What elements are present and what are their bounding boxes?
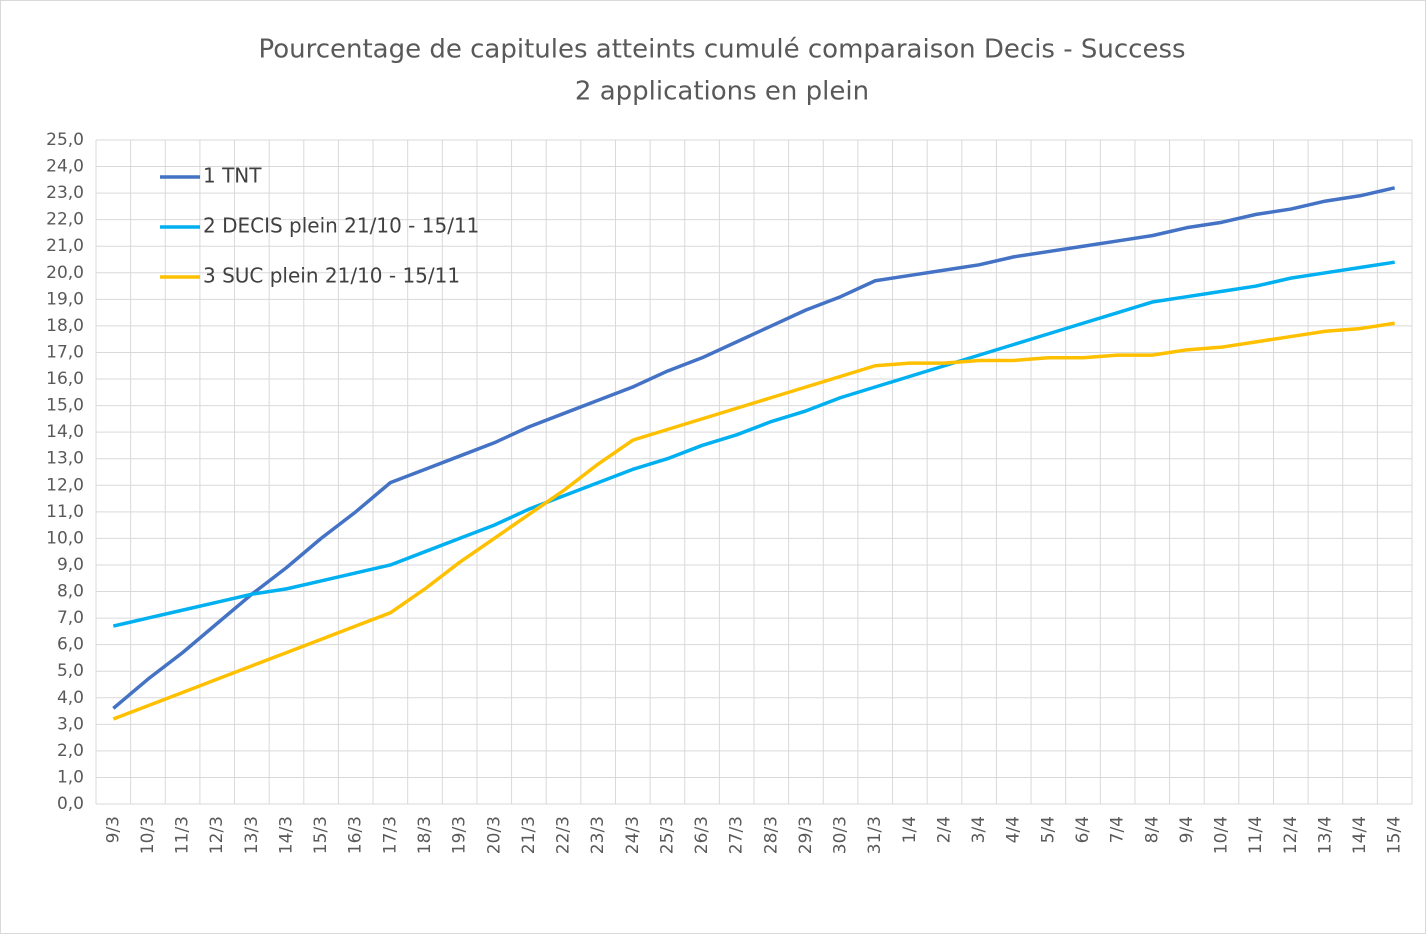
chart-title: 2 applications en plein (575, 77, 869, 107)
x-tick-label: 26/3 (692, 816, 712, 854)
x-tick-label: 13/3 (242, 816, 262, 854)
y-tick-label: 5,0 (57, 661, 84, 681)
x-tick-label: 1/4 (900, 816, 920, 843)
x-tick-label: 23/3 (588, 816, 608, 854)
y-tick-label: 9,0 (57, 555, 84, 575)
x-tick-label: 14/3 (276, 816, 296, 854)
y-tick-label: 22,0 (46, 210, 84, 230)
y-tick-label: 13,0 (46, 449, 84, 469)
x-tick-label: 18/3 (415, 816, 435, 854)
x-tick-label: 15/3 (311, 816, 331, 854)
x-tick-label: 9/4 (1177, 816, 1197, 843)
y-tick-label: 7,0 (57, 608, 84, 628)
legend-label: 2 DECIS plein 21/10 - 15/11 (203, 214, 479, 238)
y-tick-label: 10,0 (46, 528, 84, 548)
y-tick-label: 3,0 (57, 714, 84, 734)
x-tick-label: 3/4 (969, 816, 989, 843)
y-tick-label: 8,0 (57, 582, 84, 602)
y-tick-label: 20,0 (46, 263, 84, 283)
x-tick-label: 27/3 (727, 816, 747, 854)
x-tick-label: 21/3 (519, 816, 539, 854)
x-tick-label: 29/3 (796, 816, 816, 854)
x-tick-label: 12/3 (207, 816, 227, 854)
y-tick-label: 4,0 (57, 688, 84, 708)
x-tick-label: 15/4 (1385, 816, 1405, 854)
x-tick-label: 10/3 (138, 816, 158, 854)
x-tick-label: 30/3 (831, 816, 851, 854)
y-tick-label: 2,0 (57, 741, 84, 761)
x-tick-label: 17/3 (380, 816, 400, 854)
legend-label: 3 SUC plein 21/10 - 15/11 (203, 264, 460, 288)
y-tick-label: 21,0 (46, 236, 84, 256)
y-tick-label: 14,0 (46, 422, 84, 442)
x-tick-label: 13/4 (1315, 816, 1335, 854)
x-tick-label: 5/4 (1038, 816, 1058, 843)
series-line (112, 186, 1396, 710)
x-tick-label: 10/4 (1212, 816, 1232, 854)
y-tick-label: 1,0 (57, 767, 84, 787)
x-tick-label: 11/3 (173, 816, 193, 854)
x-tick-label: 8/4 (1142, 816, 1162, 843)
series-line (112, 321, 1395, 721)
x-tick-label: 28/3 (761, 816, 781, 854)
x-tick-label: 9/3 (103, 816, 123, 843)
x-tick-label: 20/3 (484, 816, 504, 854)
y-tick-label: 19,0 (46, 289, 84, 309)
y-tick-label: 18,0 (46, 316, 84, 336)
x-tick-label: 24/3 (623, 816, 643, 854)
y-tick-label: 0,0 (57, 794, 84, 814)
x-tick-label: 12/4 (1281, 816, 1301, 854)
x-tick-label: 6/4 (1073, 816, 1093, 843)
x-tick-label: 22/3 (554, 816, 574, 854)
y-tick-label: 25,0 (46, 130, 84, 150)
y-tick-label: 16,0 (46, 369, 84, 389)
y-tick-label: 24,0 (46, 157, 84, 177)
y-tick-label: 6,0 (57, 635, 84, 655)
x-tick-label: 4/4 (1004, 816, 1024, 843)
y-tick-label: 15,0 (46, 396, 84, 416)
x-tick-label: 19/3 (450, 816, 470, 854)
legend-label: 1 TNT (203, 164, 262, 188)
x-tick-label: 2/4 (934, 816, 954, 843)
x-tick-label: 16/3 (346, 816, 366, 854)
y-tick-label: 12,0 (46, 475, 84, 495)
x-tick-label: 7/4 (1108, 816, 1128, 843)
y-tick-label: 17,0 (46, 342, 84, 362)
y-tick-label: 11,0 (46, 502, 84, 522)
x-tick-label: 31/3 (865, 816, 885, 854)
series-line (112, 260, 1395, 628)
x-tick-label: 25/3 (657, 816, 677, 854)
chart-title: Pourcentage de capitules atteints cumulé… (258, 35, 1185, 65)
y-tick-label: 23,0 (46, 183, 84, 203)
x-tick-label: 14/4 (1350, 816, 1370, 854)
x-tick-label: 11/4 (1246, 816, 1266, 854)
